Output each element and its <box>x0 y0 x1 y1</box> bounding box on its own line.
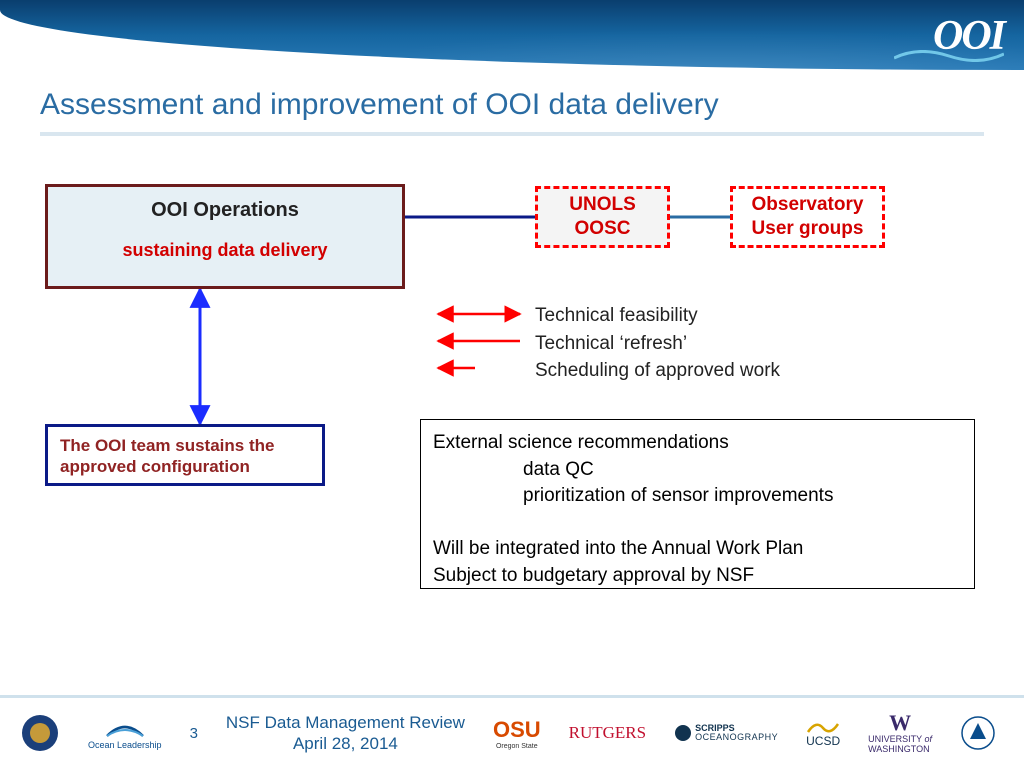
whoi-logo-icon <box>960 715 996 751</box>
unols-line1: UNOLS <box>569 194 636 215</box>
scripps-logo-icon: SCRIPPSOCEANOGRAPHY <box>674 724 778 742</box>
uw-logo-icon: W UNIVERSITY ofWASHINGTON <box>868 711 932 755</box>
ooi-team-box: The OOI team sustains the approved confi… <box>45 424 325 486</box>
ext-line-4: Will be integrated into the Annual Work … <box>433 536 962 563</box>
title-underline <box>40 132 984 136</box>
obs-line1: Observatory <box>752 194 864 215</box>
observatory-box: Observatory User groups <box>730 186 885 248</box>
ooi-operations-title: OOI Operations <box>48 199 402 222</box>
external-science-box: External science recommendations data QC… <box>420 419 975 589</box>
footer: Ocean Leadership 3 NSF Data Management R… <box>0 698 1024 768</box>
ext-line-1: data QC <box>433 457 962 484</box>
feasibility-item-2: Technical ‘refresh’ <box>535 330 780 358</box>
nsf-logo-icon <box>20 713 60 753</box>
ucsd-logo-icon: UCSD <box>806 718 840 748</box>
ooi-logo-wave-icon <box>894 50 1004 62</box>
feasibility-item-1: Technical feasibility <box>535 302 780 330</box>
ooi-logo-text: OOI <box>933 12 1004 60</box>
footer-text: NSF Data Management Review April 28, 201… <box>226 712 465 755</box>
slide-title: Assessment and improvement of OOI data d… <box>40 88 984 122</box>
ext-line-2: prioritization of sensor improvements <box>433 483 962 510</box>
obs-line2: User groups <box>752 218 864 239</box>
page-number: 3 <box>190 725 198 742</box>
unols-line2: OOSC <box>575 218 631 239</box>
ext-line-5: Subject to budgetary approval by NSF <box>433 563 962 590</box>
osu-logo-icon: OSUOregon State <box>493 717 541 750</box>
unols-oosc-box: UNOLS OOSC <box>535 186 670 248</box>
ocean-leadership-logo-icon: Ocean Leadership <box>88 716 162 750</box>
ooi-team-text: The OOI team sustains the approved confi… <box>60 436 274 476</box>
rutgers-logo-icon: RUTGERS <box>569 723 646 743</box>
ooi-operations-box: OOI Operations sustaining data delivery <box>45 184 405 289</box>
title-area: Assessment and improvement of OOI data d… <box>0 70 1024 144</box>
header-banner: OOI <box>0 0 1024 70</box>
feasibility-list: Technical feasibility Technical ‘refresh… <box>535 302 780 385</box>
diagram-canvas: OOI Operations sustaining data delivery … <box>0 144 1024 704</box>
footer-review-date: April 28, 2014 <box>226 733 465 754</box>
ext-line-3 <box>433 510 962 537</box>
ooi-operations-subtitle: sustaining data delivery <box>48 240 402 261</box>
ext-line-0: External science recommendations <box>433 430 962 457</box>
feasibility-item-3: Scheduling of approved work <box>535 357 780 385</box>
footer-review-title: NSF Data Management Review <box>226 712 465 733</box>
